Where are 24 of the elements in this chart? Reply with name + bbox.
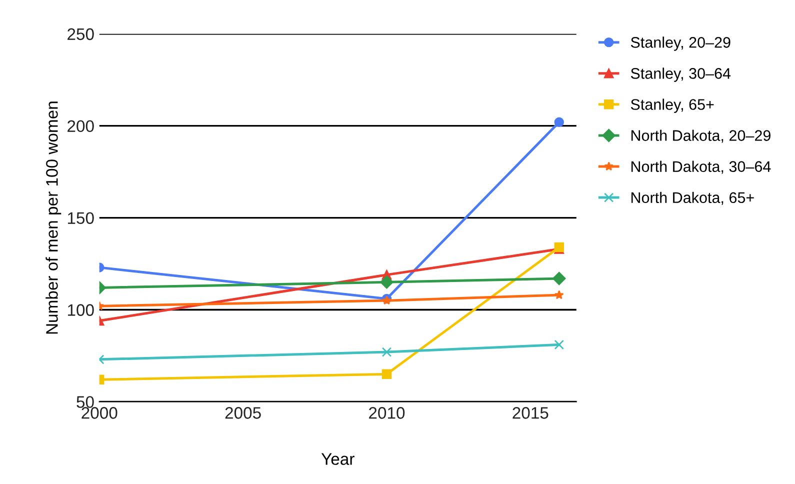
x-tick-label: 2005 [225,407,261,419]
legend-label: Stanley, 30–64 [630,68,731,82]
y-tick-label: 250 [68,28,94,40]
y-tick-label: 100 [68,304,94,316]
y-axis-title: Number of men per 100 women [46,102,62,334]
y-tick-label: 150 [68,212,94,224]
point [380,276,394,289]
legend-label: North Dakota, 65+ [631,192,754,205]
legend-label: Stanley, 65+ [630,98,714,113]
point [554,290,564,300]
point [554,340,564,350]
point [382,369,392,379]
point [382,347,392,357]
x-tick-label: 2010 [369,407,405,419]
x-tick-label: 2000 [82,407,118,419]
x-axis-title: Year [321,453,354,465]
y-tick-label: 200 [68,120,94,132]
x-tick-label: 2015 [512,407,548,419]
point [554,117,564,128]
legend-label: Stanley, 20–29 [630,36,730,51]
point [552,272,566,286]
y-tick-label: 50 [76,396,94,408]
legend-label: North Dakota, 30–64 [631,160,771,174]
legend-label: North Dakota, 20–29 [631,130,770,143]
